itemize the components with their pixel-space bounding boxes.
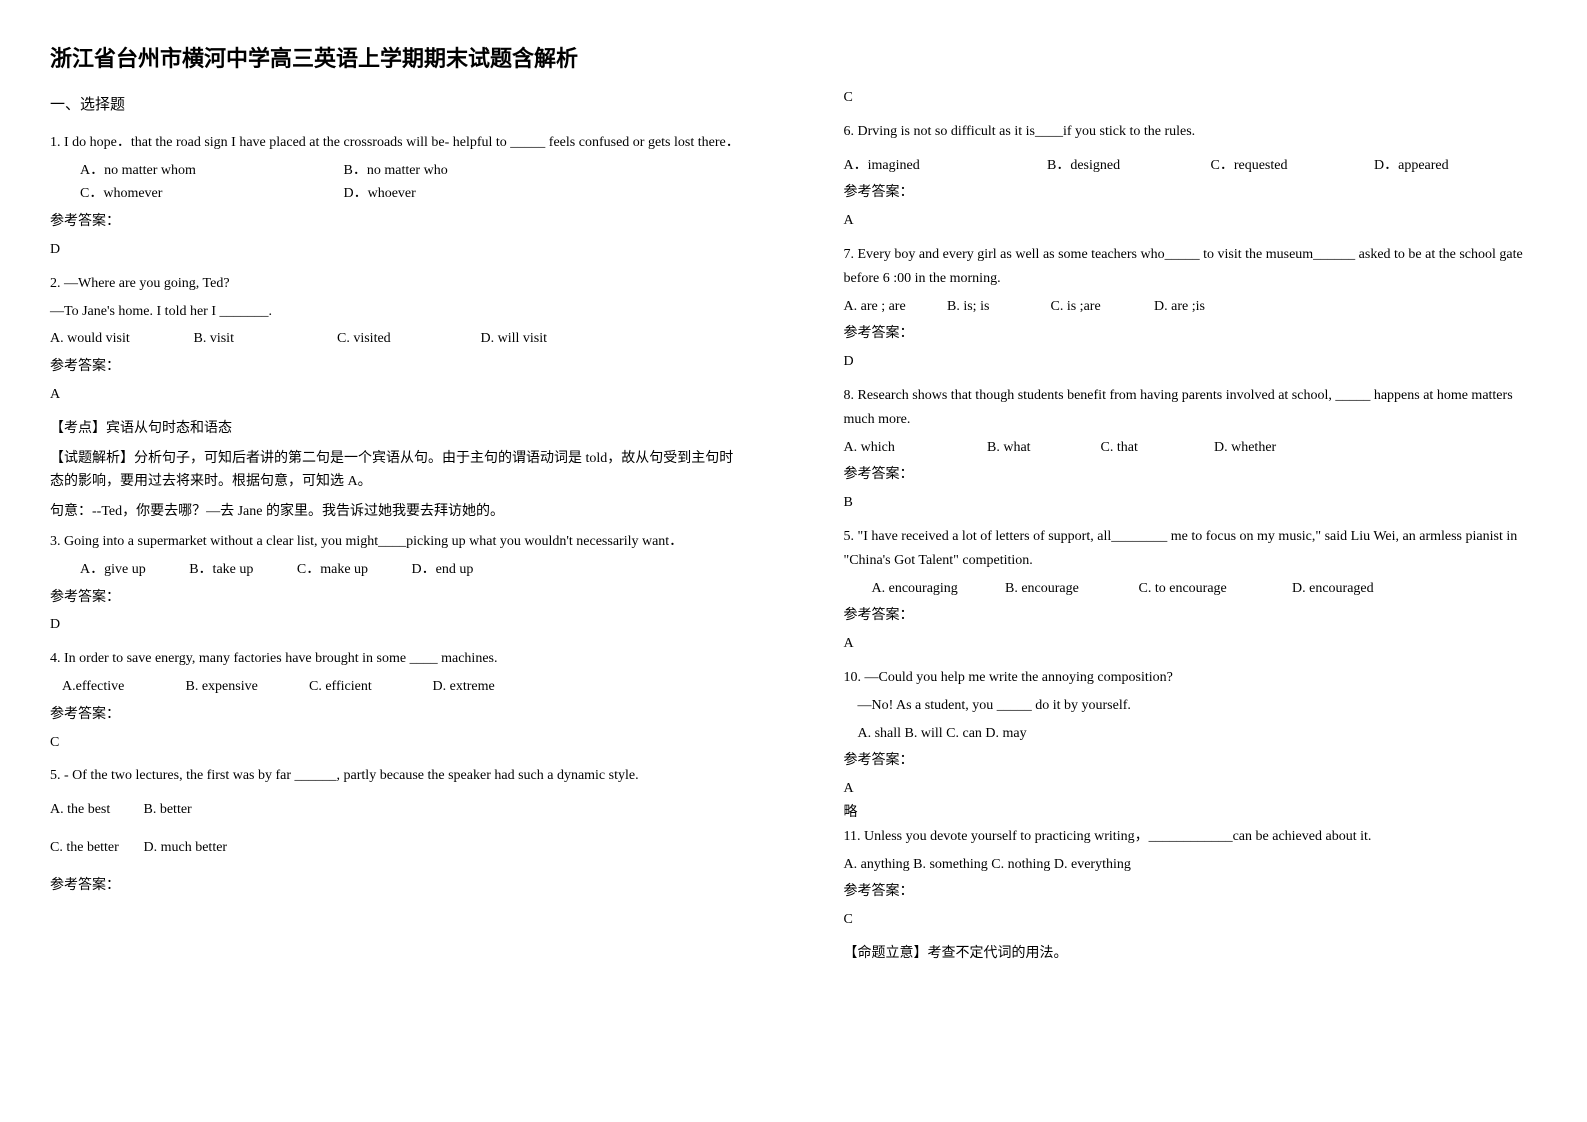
q9-answer: A xyxy=(844,632,1538,656)
question-10-stem1: 10. —Could you help me write the annoyin… xyxy=(844,666,1538,690)
question-2-stem2: —To Jane's home. I told her I _______. xyxy=(50,300,744,324)
q9-opt-c: C. to encourage xyxy=(1139,577,1289,601)
question-3-options: A．give up B．take up C．make up D．end up xyxy=(80,558,744,582)
question-2-stem1: 2. —Where are you going, Ted? xyxy=(50,272,744,296)
q3-opt-b: B．take up xyxy=(189,558,253,582)
q8-opt-c: C. that xyxy=(1101,436,1211,460)
question-6-stem: 6. Drving is not so difficult as it is__… xyxy=(844,120,1538,144)
q7-answer: D xyxy=(844,350,1538,374)
q5-opt-b: B. better xyxy=(144,802,192,817)
q10-note: 略 xyxy=(844,801,1538,825)
right-page: C 6. Drving is not so difficult as it is… xyxy=(794,0,1587,1122)
q4-answer: C xyxy=(50,731,744,755)
question-10-options: A. shall B. will C. can D. may xyxy=(858,722,1538,746)
question-11-stem: 11. Unless you devote yourself to practi… xyxy=(844,825,1538,849)
q9-answer-label: 参考答案： xyxy=(844,604,1538,628)
q7-answer-label: 参考答案： xyxy=(844,322,1538,346)
question-5-options-row2: C. the better D. much better xyxy=(50,836,744,860)
q2-opt-a: A. would visit xyxy=(50,327,190,351)
question-2-options: A. would visit B. visit C. visited D. wi… xyxy=(50,327,744,351)
document-title: 浙江省台州市横河中学高三英语上学期期末试题含解析 xyxy=(50,40,744,77)
q1-opt-b: B．no matter who xyxy=(344,159,448,183)
q4-opt-c: C. efficient xyxy=(309,675,429,699)
q1-opt-a: A．no matter whom xyxy=(80,159,300,183)
q3-opt-c: C．make up xyxy=(297,558,368,582)
question-6-options: A．imagined B．designed C．requested D．appe… xyxy=(844,154,1538,178)
q1-answer-label: 参考答案： xyxy=(50,210,744,234)
q4-answer-label: 参考答案： xyxy=(50,703,744,727)
question-4-stem: 4. In order to save energy, many factori… xyxy=(50,647,744,671)
q2-opt-b: B. visit xyxy=(194,327,334,351)
q4-opt-b: B. expensive xyxy=(186,675,306,699)
q11-answer-label: 参考答案： xyxy=(844,880,1538,904)
question-7-stem: 7. Every boy and every girl as well as s… xyxy=(844,243,1538,291)
q5-opt-c: C. the better xyxy=(50,836,140,860)
question-11-options: A. anything B. something C. nothing D. e… xyxy=(844,853,1538,877)
section-heading: 一、选择题 xyxy=(50,93,744,119)
q6-opt-c: C．requested xyxy=(1211,154,1371,178)
q2-exp1: 【考点】宾语从句时态和语态 xyxy=(50,417,744,441)
q8-opt-a: A. which xyxy=(844,436,984,460)
q1-opt-c: C．whomever xyxy=(80,182,300,206)
question-5-options-row1: A. the best B. better xyxy=(50,798,744,822)
q5-answer: C xyxy=(844,86,1538,110)
question-4-options: A.effective B. expensive C. efficient D.… xyxy=(62,675,744,699)
q8-opt-b: B. what xyxy=(987,436,1097,460)
question-8-stem: 8. Research shows that though students b… xyxy=(844,384,1538,432)
q8-answer-label: 参考答案： xyxy=(844,463,1538,487)
question-9-stem: 5. "I have received a lot of letters of … xyxy=(844,525,1538,573)
q7-opt-b: B. is; is xyxy=(947,295,1047,319)
left-page: 浙江省台州市横河中学高三英语上学期期末试题含解析 一、选择题 1. I do h… xyxy=(0,0,794,1122)
question-8-options: A. which B. what C. that D. whether xyxy=(844,436,1538,460)
q2-opt-d: D. will visit xyxy=(481,327,548,351)
q6-opt-b: B．designed xyxy=(1047,154,1207,178)
q5-opt-a: A. the best xyxy=(50,798,140,822)
q7-opt-c: C. is ;are xyxy=(1051,295,1151,319)
q1-opt-d: D．whoever xyxy=(344,182,416,206)
q3-opt-d: D．end up xyxy=(412,558,474,582)
q4-opt-a: A.effective xyxy=(62,675,182,699)
q2-answer: A xyxy=(50,383,744,407)
q6-opt-d: D．appeared xyxy=(1374,158,1449,173)
q4-opt-d: D. extreme xyxy=(433,675,495,699)
q10-answer: A xyxy=(844,777,1538,801)
q3-answer-label: 参考答案： xyxy=(50,586,744,610)
question-1-options: A．no matter whom B．no matter who C．whome… xyxy=(80,159,744,207)
q11-exp: 【命题立意】考查不定代词的用法。 xyxy=(844,942,1538,966)
q6-answer-label: 参考答案： xyxy=(844,181,1538,205)
question-10-stem2: —No! As a student, you _____ do it by yo… xyxy=(858,694,1538,718)
q8-opt-d: D. whether xyxy=(1214,440,1276,455)
q2-opt-c: C. visited xyxy=(337,327,477,351)
q2-exp3: 句意：--Ted，你要去哪？—去 Jane 的家里。我告诉过她我要去拜访她的。 xyxy=(50,500,744,524)
q3-opt-a: A．give up xyxy=(80,558,146,582)
q7-opt-d: D. are ;is xyxy=(1154,299,1205,314)
q7-opt-a: A. are ; are xyxy=(844,295,944,319)
q1-answer: D xyxy=(50,238,744,262)
q8-answer: B xyxy=(844,491,1538,515)
q5-opt-d: D. much better xyxy=(144,840,228,855)
question-9-options: A. encouraging B. encourage C. to encour… xyxy=(872,577,1538,601)
q11-answer: C xyxy=(844,908,1538,932)
question-1-stem: 1. I do hope．that the road sign I have p… xyxy=(50,131,744,155)
q9-opt-d: D. encouraged xyxy=(1292,581,1374,596)
q2-answer-label: 参考答案： xyxy=(50,355,744,379)
question-7-options: A. are ; are B. is; is C. is ;are D. are… xyxy=(844,295,1538,319)
q6-opt-a: A．imagined xyxy=(844,154,1044,178)
question-3-stem: 3. Going into a supermarket without a cl… xyxy=(50,530,744,554)
q10-answer-label: 参考答案： xyxy=(844,749,1538,773)
question-5-stem: 5. - Of the two lectures, the first was … xyxy=(50,764,744,788)
q9-opt-a: A. encouraging xyxy=(872,577,1002,601)
q2-exp2: 【试题解析】分析句子，可知后者讲的第二句是一个宾语从句。由于主句的谓语动词是 t… xyxy=(50,447,744,495)
q6-answer: A xyxy=(844,209,1538,233)
q5-answer-label: 参考答案： xyxy=(50,874,744,898)
q9-opt-b: B. encourage xyxy=(1005,577,1135,601)
q3-answer: D xyxy=(50,613,744,637)
